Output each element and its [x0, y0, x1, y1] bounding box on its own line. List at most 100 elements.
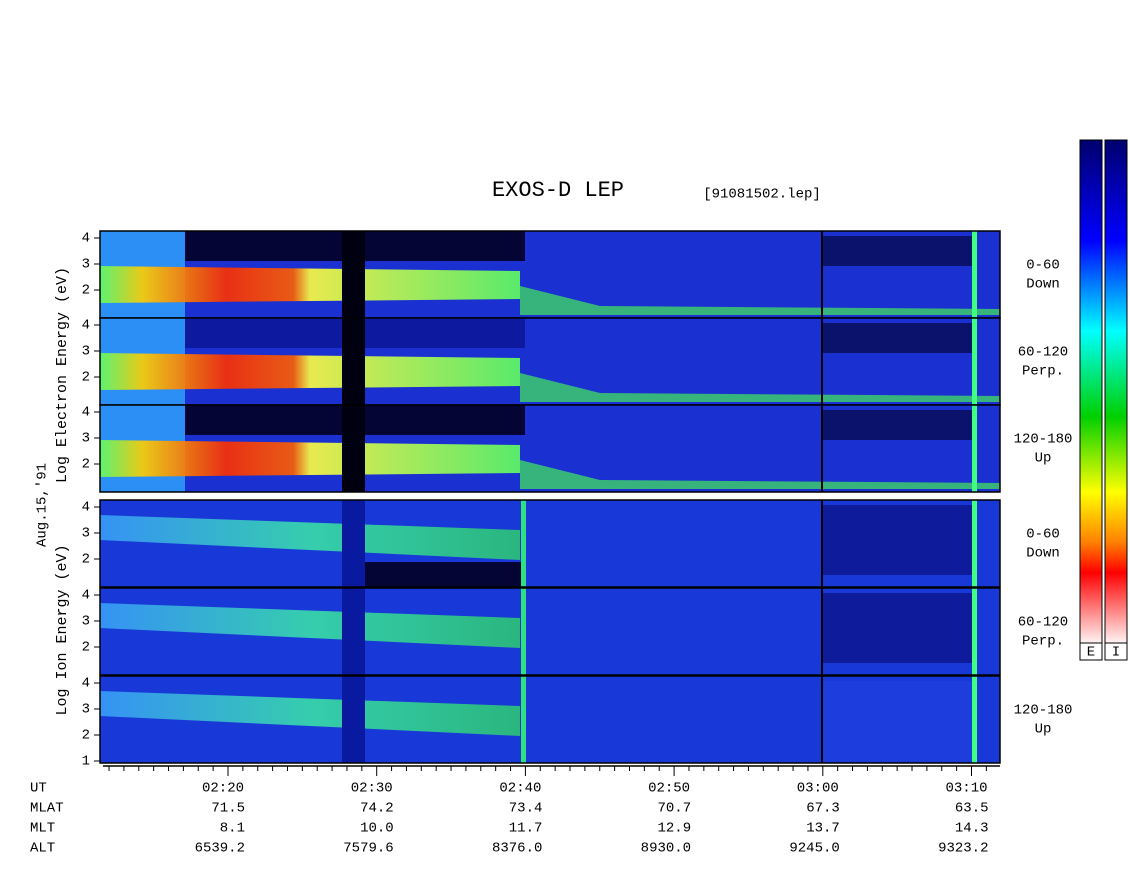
- y-tick-label: 2: [82, 283, 90, 299]
- table-value: 9245.0: [789, 841, 839, 857]
- title: EXOS-D LEP: [492, 178, 624, 203]
- spectrogram-gap: [342, 318, 365, 405]
- spectrogram-region: [822, 593, 972, 663]
- spectrogram-gap: [342, 588, 365, 675]
- table-value: 14.3: [955, 821, 989, 837]
- x-tick-label: 03:10: [945, 781, 987, 797]
- spectrogram-gap: [342, 676, 365, 763]
- spectrogram-band: [520, 373, 1000, 402]
- spectrogram-band: [100, 440, 520, 477]
- axis-label: Log Ion Energy (eV): [54, 544, 71, 715]
- angle-label: Up: [1035, 722, 1052, 738]
- colorbar-label-box: [1104, 642, 1128, 661]
- spectrogram-line: [972, 500, 977, 587]
- table-value: 71.5: [211, 801, 245, 817]
- spectrogram-line: [521, 588, 526, 675]
- y-tick-label: 4: [82, 676, 90, 692]
- table-value: 8376.0: [492, 841, 542, 857]
- spectrogram-region: [822, 681, 972, 761]
- spectrogram-band: [100, 515, 520, 560]
- table-value: 67.3: [806, 801, 840, 817]
- spectrogram-gap: [342, 405, 365, 492]
- angle-label: 0-60: [1026, 258, 1060, 274]
- y-tick-label: 2: [82, 457, 90, 473]
- table-value: 70.7: [657, 801, 691, 817]
- table-value: 10.0: [360, 821, 394, 837]
- table-value: 8930.0: [641, 841, 691, 857]
- angle-label: Down: [1026, 546, 1060, 562]
- spectrogram-band: [520, 286, 1000, 315]
- spectrogram-region: [822, 410, 972, 440]
- spectrogram-line: [972, 405, 977, 492]
- spectrogram-line: [972, 588, 977, 675]
- spectrogram-region: [822, 505, 972, 575]
- table-value: 12.9: [657, 821, 691, 837]
- colorbar-label-box: [1079, 642, 1103, 661]
- table-value: 73.4: [509, 801, 543, 817]
- y-tick-label: 3: [82, 702, 90, 718]
- panel-frame: [99, 675, 1001, 764]
- table-value: 13.7: [806, 821, 840, 837]
- x-tick-label: 02:30: [351, 781, 393, 797]
- colorbar: [1079, 139, 1103, 644]
- spectrogram-line: [972, 676, 977, 763]
- angle-label: Perp.: [1022, 634, 1064, 650]
- spectrogram-gap: [342, 500, 365, 587]
- spectrogram-line: [972, 318, 977, 405]
- table-value: 7579.6: [343, 841, 393, 857]
- y-tick-label: 3: [82, 431, 90, 447]
- angle-label: Perp.: [1022, 364, 1064, 380]
- table-value: 8.1: [220, 821, 245, 837]
- row-label: UT: [30, 781, 47, 797]
- spectrogram-band: [100, 266, 520, 303]
- y-tick-label: 4: [82, 588, 90, 604]
- table-value: 63.5: [955, 801, 989, 817]
- y-tick-label: 2: [82, 728, 90, 744]
- angle-label: 60-120: [1018, 615, 1068, 631]
- table-value: 9323.2: [938, 841, 988, 857]
- date-label: Aug.15,'91: [35, 463, 51, 547]
- colorbar: [1104, 139, 1128, 644]
- panel-frame: [99, 587, 1001, 676]
- spectrogram-band: [100, 353, 520, 390]
- angle-label: Down: [1026, 277, 1060, 293]
- spectrogram-region: [822, 323, 972, 353]
- spectrogram-line: [521, 676, 526, 763]
- y-tick-label: 3: [82, 526, 90, 542]
- x-tick-label: 02:40: [499, 781, 541, 797]
- spectrogram-band: [520, 460, 1000, 489]
- y-tick-label: 4: [82, 318, 90, 334]
- colorbar-label: I: [1112, 645, 1120, 661]
- y-tick-label: 4: [82, 405, 90, 421]
- panel-frame: [99, 499, 1001, 588]
- spectrogram-region: [365, 562, 525, 587]
- row-label: ALT: [30, 841, 55, 857]
- y-tick-label: 4: [82, 500, 90, 516]
- y-tick-label: 2: [82, 640, 90, 656]
- table-value: 74.2: [360, 801, 394, 817]
- spectrogram-band: [100, 603, 520, 648]
- x-tick-label: 02:50: [648, 781, 690, 797]
- angle-label: 0-60: [1026, 527, 1060, 543]
- panel-frame: [99, 404, 1001, 493]
- angle-label: 120-180: [1014, 432, 1073, 448]
- y-tick-label: 2: [82, 370, 90, 386]
- x-tick-label: 03:00: [797, 781, 839, 797]
- spectrogram-band: [100, 691, 520, 736]
- row-label: MLT: [30, 821, 55, 837]
- axis-label: Log Electron Energy (eV): [54, 267, 71, 483]
- y-tick-label: 1: [82, 754, 90, 770]
- y-tick-label: 3: [82, 614, 90, 630]
- angle-label: 120-180: [1014, 703, 1073, 719]
- y-tick-label: 3: [82, 257, 90, 273]
- x-tick-label: 02:20: [202, 781, 244, 797]
- spectrogram-line: [972, 231, 977, 318]
- angle-label: Up: [1035, 451, 1052, 467]
- spectrogram-gap: [342, 231, 365, 318]
- file-name: [91081502.lep]: [703, 187, 821, 203]
- y-tick-label: 4: [82, 231, 90, 247]
- table-value: 6539.2: [195, 841, 245, 857]
- y-tick-label: 2: [82, 552, 90, 568]
- angle-label: 60-120: [1018, 345, 1068, 361]
